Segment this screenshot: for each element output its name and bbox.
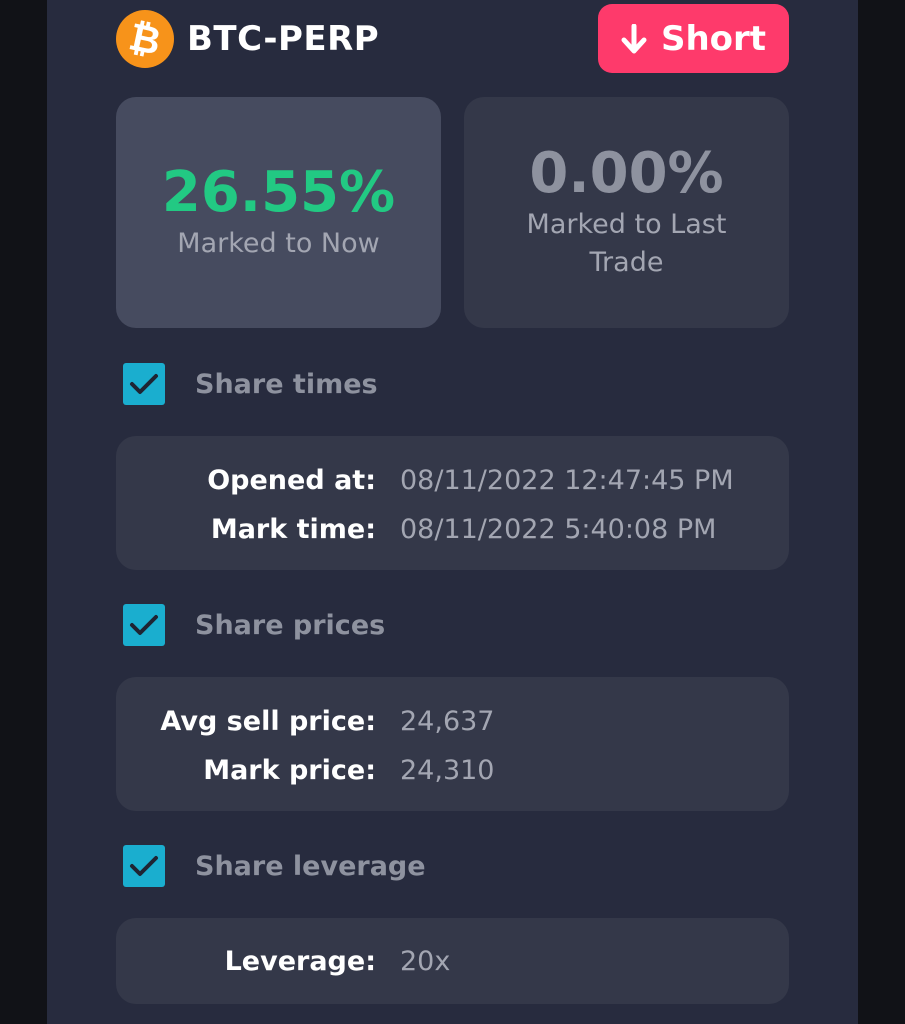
share-times-label: Share times [195,368,378,400]
opened-at-label: Opened at: [207,464,376,496]
share-prices-checkbox[interactable] [123,604,165,646]
avg-sell-price-value: 24,637 [400,705,495,737]
pnl-last-trade-label: Marked to Last Trade [526,209,727,279]
mark-price-row: Mark price: 24,310 [116,750,789,790]
checkmark-icon [130,615,158,635]
share-leverage-checkbox[interactable] [123,845,165,887]
leverage-info-box: Leverage: 20x [116,918,789,1004]
leverage-label: Leverage: [224,945,376,977]
marked-to-last-trade-card[interactable]: 0.00% Marked to Last Trade [464,97,789,328]
bitcoin-icon: ₿ [116,10,174,68]
leverage-row: Leverage: 20x [116,941,789,981]
avg-sell-price-label: Avg sell price: [160,705,376,737]
mark-price-label: Mark price: [203,754,376,786]
share-leverage-toggle[interactable]: Share leverage [123,845,426,887]
avg-sell-price-row: Avg sell price: 24,637 [116,701,789,741]
mark-time-label: Mark time: [210,513,376,545]
arrow-down-icon [621,23,647,53]
opened-at-row: Opened at: 08/11/2022 12:47:45 PM [116,460,789,500]
share-leverage-label: Share leverage [195,850,426,882]
pnl-now-label: Marked to Now [177,228,380,260]
market-symbol: BTC-PERP [187,19,380,59]
mark-price-value: 24,310 [400,754,495,786]
share-times-checkbox[interactable] [123,363,165,405]
checkmark-icon [130,374,158,394]
short-side-button[interactable]: Short [598,4,789,73]
leverage-value: 20x [400,945,451,977]
header: ₿ BTC-PERP [116,9,379,69]
mark-time-row: Mark time: 08/11/2022 5:40:08 PM [116,509,789,549]
prices-info-box: Avg sell price: 24,637 Mark price: 24,31… [116,677,789,811]
svg-text:₿: ₿ [125,14,164,63]
share-prices-label: Share prices [195,609,386,641]
mark-time-value: 08/11/2022 5:40:08 PM [400,513,717,545]
pnl-now-value: 26.55% [161,159,396,225]
checkmark-icon [130,856,158,876]
pnl-last-trade-value: 0.00% [529,140,724,206]
share-times-toggle[interactable]: Share times [123,363,378,405]
short-button-label: Short [660,18,767,59]
share-prices-toggle[interactable]: Share prices [123,604,385,646]
opened-at-value: 08/11/2022 12:47:45 PM [400,464,734,496]
marked-to-now-card[interactable]: 26.55% Marked to Now [116,97,441,328]
times-info-box: Opened at: 08/11/2022 12:47:45 PM Mark t… [116,436,789,570]
